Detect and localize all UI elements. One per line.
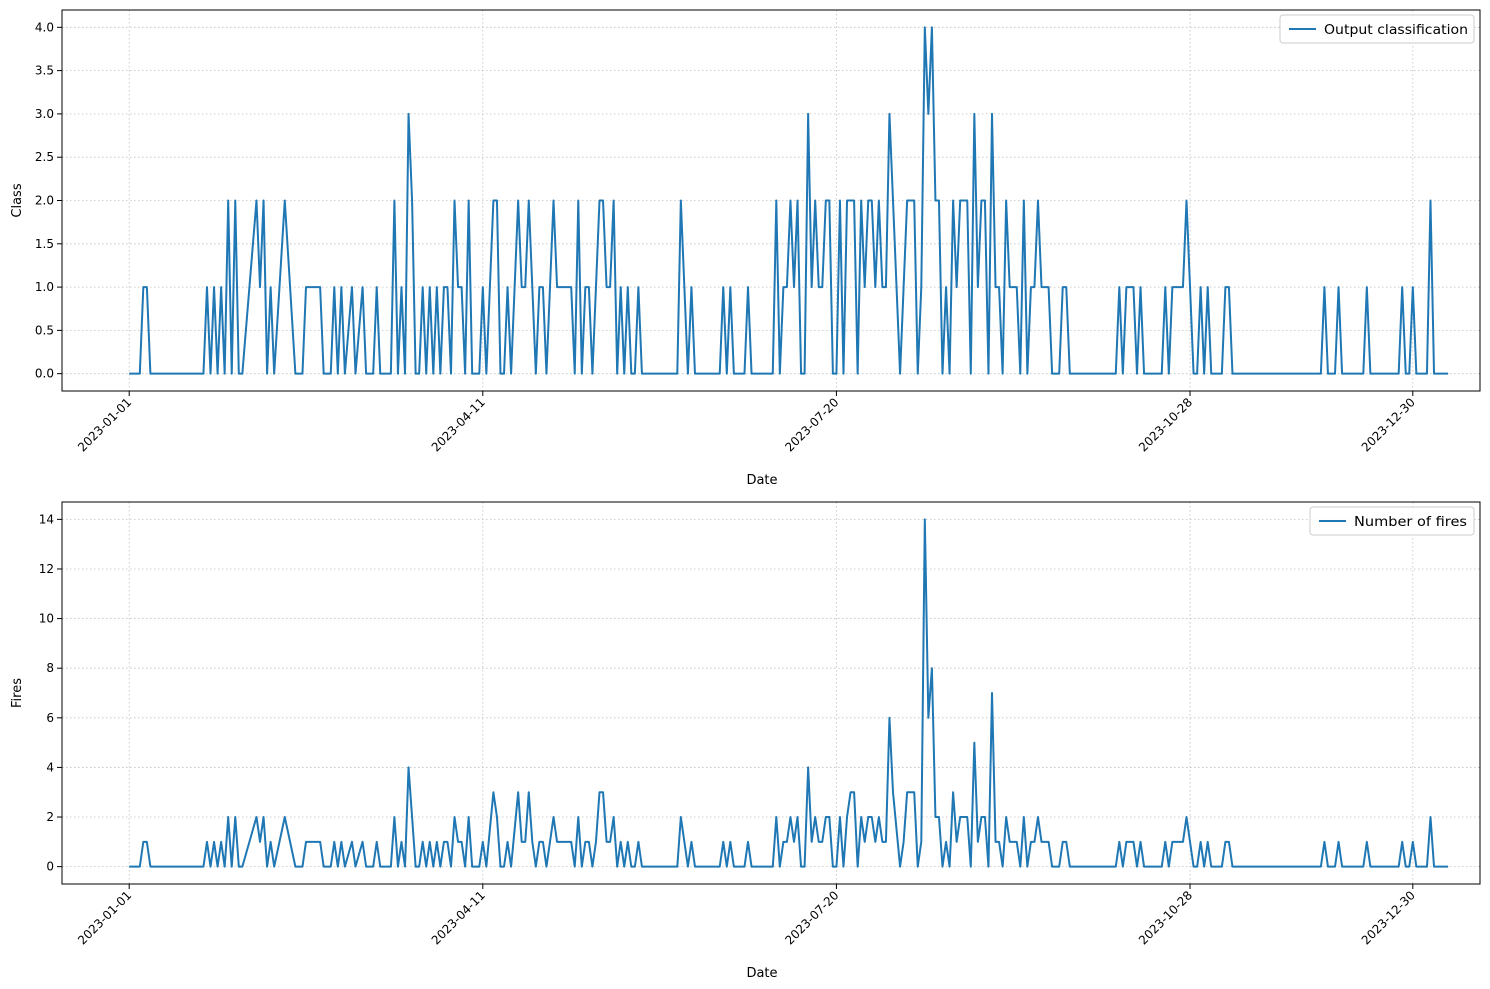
y-tick-label: 4.0	[35, 20, 54, 34]
x-axis-title: Date	[746, 473, 777, 488]
x-axis-title: Date	[746, 966, 777, 981]
x-tick-label: 2023-12-30	[1359, 395, 1418, 454]
x-tick-label: 2023-10-28	[1136, 888, 1195, 947]
legend: Number of fires	[1309, 506, 1475, 536]
y-tick-label: 2.5	[35, 150, 54, 164]
y-tick-label: 3.0	[35, 107, 54, 121]
y-tick-label: 8	[46, 661, 54, 675]
y-tick-label: 1.5	[35, 237, 54, 251]
y-axis-title: Class	[10, 183, 25, 217]
x-tick-label: 2023-07-20	[782, 888, 841, 947]
y-tick-label: 1.0	[35, 280, 54, 294]
plot-frame	[61, 9, 1481, 392]
class-chart: 0.0 0.5 1.0 1.5 2.0 2.5 3.0 3.5 4.0 2023-01-01 202…	[10, 9, 1481, 488]
y-tick-label: 14	[39, 512, 54, 526]
plot-frame	[61, 501, 1481, 885]
y-tick-label: 4	[46, 760, 54, 774]
legend-box	[1279, 14, 1475, 44]
x-tick-label: 2023-10-28	[1136, 395, 1195, 454]
series-line	[129, 26, 1449, 375]
y-tick-label: 12	[39, 562, 54, 576]
fires-chart: 0 2 4 6 8 10 12 14 2023-01-01 2023-04-11 2023-07-2…	[10, 501, 1481, 981]
legend-label: Number of fires	[1354, 515, 1467, 530]
y-tick-label: 3.5	[35, 64, 54, 78]
legend-box	[1309, 506, 1475, 536]
x-tick-label: 2023-12-30	[1359, 888, 1418, 947]
series-line	[129, 518, 1449, 868]
y-tick-label: 6	[46, 711, 54, 725]
y-tick-label: 0	[46, 860, 54, 874]
y-tick-label: 2.0	[35, 194, 54, 208]
y-tick-label: 2	[46, 810, 54, 824]
x-tick-label: 2023-04-11	[429, 888, 488, 947]
y-tick-label: 0.5	[35, 323, 54, 337]
y-axis-title: Fires	[10, 678, 25, 708]
y-tick-label: 0.0	[35, 367, 54, 381]
y-tick-label: 10	[39, 612, 54, 626]
x-tick-label: 2023-01-01	[75, 888, 134, 947]
legend: Output classification	[1279, 14, 1475, 44]
x-tick-label: 2023-04-11	[429, 395, 488, 454]
x-tick-label: 2023-07-20	[782, 395, 841, 454]
x-tick-label: 2023-01-01	[75, 395, 134, 454]
legend-label: Output classification	[1324, 23, 1468, 38]
